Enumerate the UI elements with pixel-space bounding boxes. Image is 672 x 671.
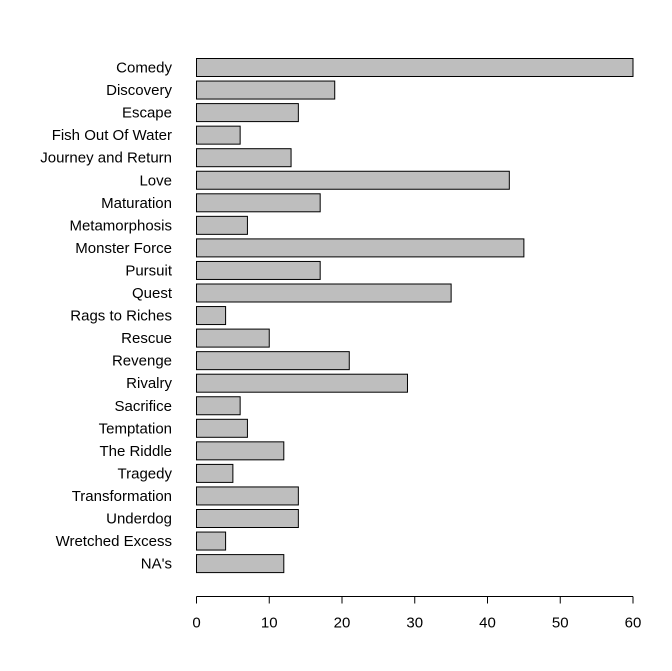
category-label-the-riddle: The Riddle: [99, 443, 172, 460]
bar-maturation: [196, 193, 321, 213]
x-tick-label-0: 0: [192, 615, 200, 632]
bar-pursuit: [196, 260, 321, 280]
category-label-fish-out-of-water: Fish Out Of Water: [52, 127, 172, 144]
category-label-escape: Escape: [122, 105, 172, 122]
category-label-wretched-excess: Wretched Excess: [56, 533, 172, 550]
bar-the-riddle: [196, 441, 285, 461]
x-tick-label-60: 60: [625, 615, 642, 632]
x-tick-label-20: 20: [334, 615, 351, 632]
category-label-maturation: Maturation: [101, 195, 172, 212]
bar-sacrifice: [196, 396, 241, 416]
bar-transformation: [196, 486, 299, 506]
bar-rescue: [196, 328, 270, 348]
category-label-journey-and-return: Journey and Return: [40, 150, 172, 167]
category-label-pursuit: Pursuit: [125, 262, 173, 279]
category-label-temptation: Temptation: [99, 420, 172, 437]
bar-monster-force: [196, 238, 525, 258]
bars-group: [196, 58, 634, 574]
bar-na-s: [196, 554, 285, 574]
category-label-sacrifice: Sacrifice: [114, 398, 172, 415]
bar-journey-and-return: [196, 148, 292, 168]
bar-tragedy: [196, 463, 234, 483]
bar-wretched-excess: [196, 531, 227, 551]
category-label-metamorphosis: Metamorphosis: [69, 217, 172, 234]
x-tick-label-10: 10: [261, 615, 278, 632]
x-axis: 0 10 20 30 40 50 60: [192, 596, 642, 632]
x-tick-label-40: 40: [479, 615, 496, 632]
category-label-rivalry: Rivalry: [126, 375, 172, 392]
bar-quest: [196, 283, 452, 303]
category-label-monster-force: Monster Force: [75, 240, 172, 257]
bar-metamorphosis: [196, 215, 248, 235]
bar-temptation: [196, 418, 248, 438]
x-tick-label-50: 50: [552, 615, 569, 632]
category-label-tragedy: Tragedy: [118, 465, 173, 482]
category-label-revenge: Revenge: [112, 353, 172, 370]
bar-underdog: [196, 509, 299, 528]
bar-revenge: [196, 351, 350, 371]
bar-love: [196, 170, 510, 190]
x-tick-label-30: 30: [406, 615, 423, 632]
bar-discovery: [196, 80, 336, 100]
category-label-underdog: Underdog: [106, 511, 172, 528]
category-labels: Comedy Discovery Escape Fish Out Of Water Jo…: [40, 60, 173, 573]
category-label-rescue: Rescue: [121, 330, 172, 347]
bar-comedy: [196, 58, 634, 77]
category-label-na-s: NA's: [141, 556, 172, 573]
category-label-quest: Quest: [132, 285, 173, 302]
bar-fish-out-of-water: [196, 125, 241, 145]
bar-escape: [196, 103, 299, 123]
bar-rivalry: [196, 373, 408, 393]
bar-rags-to-riches: [196, 306, 227, 326]
category-label-rags-to-riches: Rags to Riches: [70, 308, 172, 325]
category-label-comedy: Comedy: [116, 60, 172, 77]
category-label-love: Love: [139, 172, 172, 189]
category-label-transformation: Transformation: [72, 488, 172, 505]
category-label-discovery: Discovery: [106, 82, 172, 99]
